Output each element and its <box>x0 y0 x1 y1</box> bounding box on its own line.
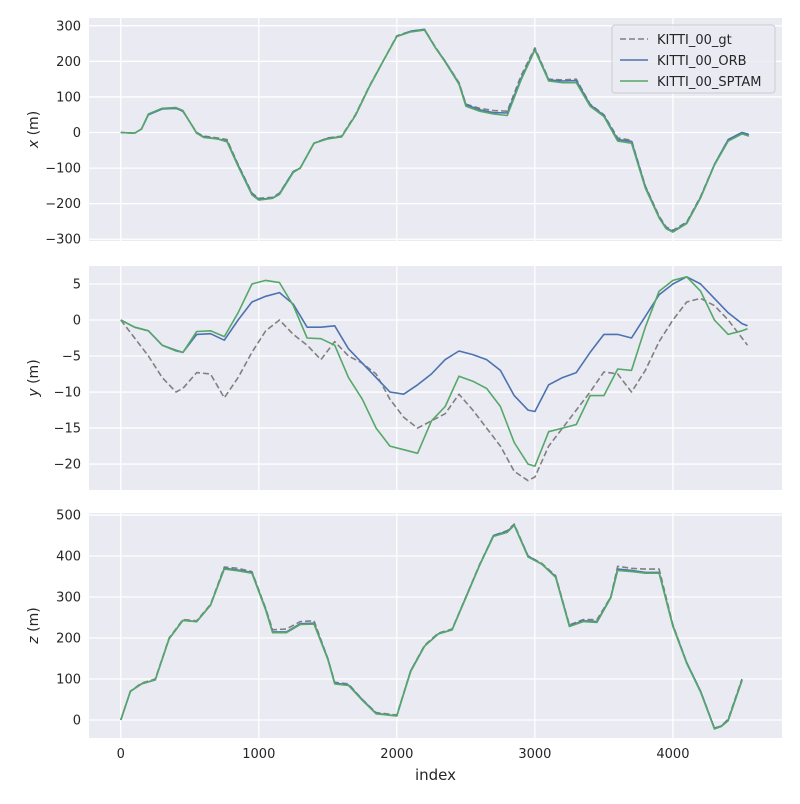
y-axis-label-unit: (m) <box>26 359 42 388</box>
subplot-2: −20 −15 −10 −5 0 5 y (m) <box>26 266 782 490</box>
y-tick-label: 200 <box>56 55 81 70</box>
y-tick-label: −300 <box>45 233 81 248</box>
series-line-kitti-00-sptam <box>120 29 750 233</box>
y-axis-label: y (m) <box>26 359 42 397</box>
y-tick-label: 300 <box>56 591 81 606</box>
series-line-kitti-00-sptam <box>120 276 748 467</box>
y-tick-label: 400 <box>56 550 81 565</box>
y-axis-label-unit: (m) <box>26 607 42 636</box>
x-tick-label: 2000 <box>380 747 413 762</box>
y-axis-label-var: x <box>26 139 42 149</box>
y-tick-label: −100 <box>45 162 81 177</box>
plot-area <box>89 513 782 738</box>
series-line-kitti-00-gt <box>120 297 749 482</box>
y-tick-label: −20 <box>54 458 81 473</box>
y-tick-label: 200 <box>56 632 81 647</box>
y-tick-label: −200 <box>45 197 81 212</box>
y-axis-label-var: z <box>26 636 42 645</box>
y-tick-label: −15 <box>54 422 81 437</box>
y-tick-label: −5 <box>62 350 81 365</box>
y-tick-label: 100 <box>56 672 81 687</box>
y-axis-label-unit: (m) <box>26 111 42 140</box>
series-line-kitti-00-sptam <box>120 524 743 730</box>
y-axis-label: z (m) <box>26 607 42 644</box>
y-tick-label: 300 <box>56 19 81 34</box>
x-tick-label: 4000 <box>656 747 689 762</box>
legend-label: KITTI_00_SPTAM <box>657 75 762 90</box>
y-tick-label: 500 <box>56 509 81 524</box>
y-tick-label: 100 <box>56 90 81 105</box>
y-tick-label: 0 <box>73 713 81 728</box>
legend: KITTI_00_gt KITTI_00_ORB KITTI_00_SPTAM <box>611 24 776 94</box>
plot-area <box>89 266 782 490</box>
y-tick-label: 0 <box>73 314 81 329</box>
y-axis-label-var: y <box>26 388 42 398</box>
y-axis-label: x (m) <box>26 111 42 149</box>
x-tick-label: 0 <box>117 747 125 762</box>
y-tick-label: 0 <box>73 126 81 141</box>
y-tick-label: 5 <box>73 278 81 293</box>
subplot-3: 0 100 200 300 400 500 z (m) 0 1000 2000 3000 4000 in… <box>26 509 782 784</box>
series-line-kitti-00-orb <box>120 276 748 413</box>
y-tick-label: −10 <box>54 386 81 401</box>
x-tick-label: 3000 <box>518 747 551 762</box>
x-axis-label: index <box>415 766 456 784</box>
legend-box <box>611 24 776 94</box>
legend-label: KITTI_00_gt <box>657 33 732 48</box>
series-line-kitti-00-gt <box>120 523 743 729</box>
legend-label: KITTI_00_ORB <box>657 54 747 69</box>
x-tick-label: 1000 <box>242 747 275 762</box>
